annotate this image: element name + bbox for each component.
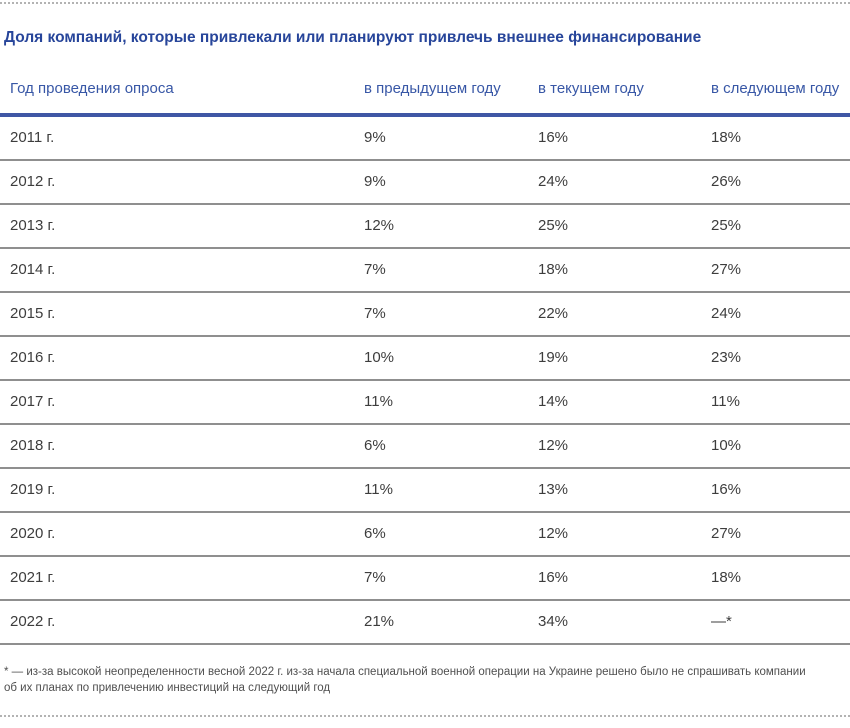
col-header-previous-year: в предыдущем году <box>364 62 538 117</box>
footnote: * — из-за высокой неопределенности весно… <box>4 665 806 694</box>
value-cell: 13% <box>538 467 711 513</box>
col-header-current-year: в текущем году <box>538 62 711 117</box>
survey-year-cell: 2018 г. <box>0 423 364 469</box>
value-cell: 6% <box>364 511 538 557</box>
table-row: 2011 г. 9% 16% 18% <box>0 114 850 161</box>
survey-year-cell: 2016 г. <box>0 335 364 381</box>
value-cell: 24% <box>711 291 850 337</box>
value-cell: 7% <box>364 555 538 601</box>
value-cell: 16% <box>538 555 711 601</box>
value-cell: 10% <box>711 423 850 469</box>
value-cell: —* <box>711 599 850 645</box>
table-row: 2013 г. 12% 25% 25% <box>0 203 850 249</box>
value-cell: 16% <box>711 467 850 513</box>
table-body: 2011 г. 9% 16% 18% 2012 г. 9% 24% 26% 2013 г. 12%… <box>0 114 850 645</box>
bottom-dotted-divider <box>0 715 850 717</box>
top-dotted-divider <box>0 2 850 4</box>
value-cell: 27% <box>711 511 850 557</box>
table-row: 2022 г. 21% 34% —* <box>0 599 850 645</box>
value-cell: 16% <box>538 114 711 161</box>
table-row: 2020 г. 6% 12% 27% <box>0 511 850 557</box>
external-financing-table: Год проведения опроса в предыдущем году … <box>0 62 850 645</box>
value-cell: 12% <box>538 423 711 469</box>
value-cell: 34% <box>538 599 711 645</box>
value-cell: 11% <box>711 379 850 425</box>
table-row: 2016 г. 10% 19% 23% <box>0 335 850 381</box>
col-header-survey-year: Год проведения опроса <box>0 62 364 117</box>
value-cell: 11% <box>364 379 538 425</box>
survey-year-cell: 2021 г. <box>0 555 364 601</box>
value-cell: 26% <box>711 159 850 205</box>
survey-year-cell: 2015 г. <box>0 291 364 337</box>
survey-year-cell: 2014 г. <box>0 247 364 293</box>
value-cell: 7% <box>364 291 538 337</box>
survey-year-cell: 2012 г. <box>0 159 364 205</box>
value-cell: 25% <box>538 203 711 249</box>
value-cell: 18% <box>711 555 850 601</box>
value-cell: 19% <box>538 335 711 381</box>
value-cell: 14% <box>538 379 711 425</box>
value-cell: 9% <box>364 114 538 161</box>
survey-year-cell: 2017 г. <box>0 379 364 425</box>
value-cell: 12% <box>538 511 711 557</box>
value-cell: 11% <box>364 467 538 513</box>
survey-year-cell: 2022 г. <box>0 599 364 645</box>
value-cell: 18% <box>711 114 850 161</box>
table-row: 2018 г. 6% 12% 10% <box>0 423 850 469</box>
survey-year-cell: 2013 г. <box>0 203 364 249</box>
value-cell: 24% <box>538 159 711 205</box>
value-cell: 23% <box>711 335 850 381</box>
value-cell: 10% <box>364 335 538 381</box>
value-cell: 22% <box>538 291 711 337</box>
value-cell: 18% <box>538 247 711 293</box>
value-cell: 9% <box>364 159 538 205</box>
header-row: Год проведения опроса в предыдущем году … <box>0 62 850 117</box>
value-cell: 21% <box>364 599 538 645</box>
table-row: 2014 г. 7% 18% 27% <box>0 247 850 293</box>
value-cell: 6% <box>364 423 538 469</box>
table-row: 2017 г. 11% 14% 11% <box>0 379 850 425</box>
survey-year-cell: 2020 г. <box>0 511 364 557</box>
value-cell: 7% <box>364 247 538 293</box>
table-row: 2019 г. 11% 13% 16% <box>0 467 850 513</box>
survey-year-cell: 2011 г. <box>0 114 364 161</box>
table-row: 2012 г. 9% 24% 26% <box>0 159 850 205</box>
survey-year-cell: 2019 г. <box>0 467 364 513</box>
value-cell: 12% <box>364 203 538 249</box>
table-row: 2015 г. 7% 22% 24% <box>0 291 850 337</box>
value-cell: 27% <box>711 247 850 293</box>
col-header-next-year: в следующем году <box>711 62 850 117</box>
table-row: 2021 г. 7% 16% 18% <box>0 555 850 601</box>
value-cell: 25% <box>711 203 850 249</box>
table-title: Доля компаний, которые привлекали или пл… <box>4 29 702 46</box>
